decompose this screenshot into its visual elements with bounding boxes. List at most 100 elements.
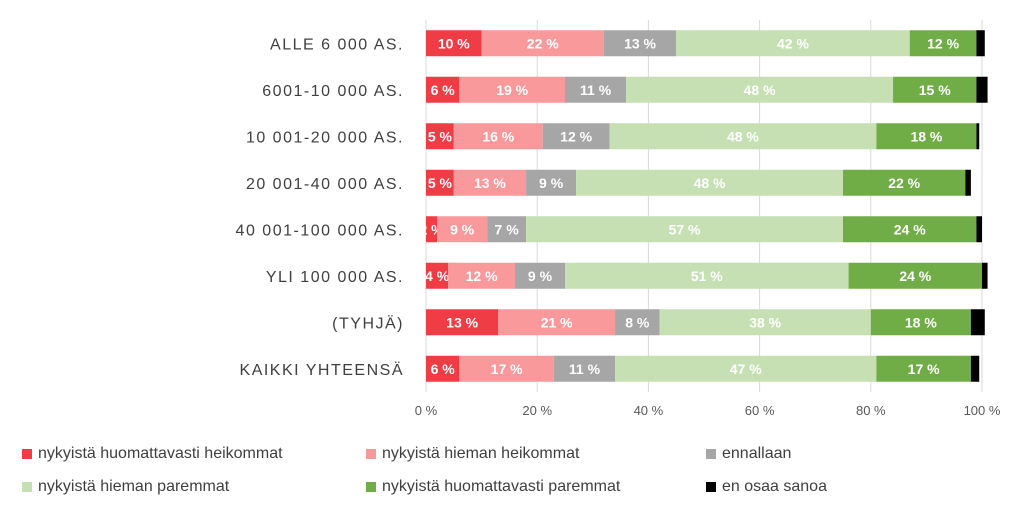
category-label: 20 001-40 000 AS.	[246, 176, 404, 193]
data-label: 5 %	[428, 175, 453, 191]
data-label: 48 %	[744, 82, 776, 98]
bar-segment	[453, 169, 527, 196]
bar-segment	[437, 216, 488, 243]
bar-segment	[526, 169, 577, 196]
bar-segment	[615, 355, 877, 382]
bar-segment	[970, 355, 980, 382]
legend-item: en osaa sanoa	[706, 476, 827, 498]
category-label: YLI 100 000 AS.	[266, 269, 404, 286]
data-label: 9 %	[539, 175, 564, 191]
data-label: 10 %	[438, 35, 470, 51]
data-label: 6 %	[431, 361, 456, 377]
data-label: 22 %	[527, 35, 559, 51]
x-tick-label: 0 %	[415, 403, 438, 418]
bar-segment	[498, 309, 616, 336]
bar-segment	[982, 262, 988, 289]
legend: nykyistä huomattavasti heikommat nykyistä…	[0, 440, 1023, 510]
bar-segment	[426, 169, 454, 196]
bar-segment	[970, 309, 985, 336]
bars: 10 % 22 % 13 % 42 % 12 % 6 % 19 % 11 % 48 % 15 % 5…	[419, 30, 988, 382]
bar-segment	[876, 355, 971, 382]
category-label: KAIKKI YHTEENSÄ	[240, 361, 404, 379]
bar-segment	[514, 262, 565, 289]
bar-segment	[426, 355, 460, 382]
legend-item: nykyistä huomattavasti heikommat	[22, 443, 283, 465]
category-label: 40 001-100 000 AS.	[236, 222, 404, 239]
category-labels: ALLE 6 000 AS. 6001-10 000 AS. 10 001-20 0…	[236, 36, 404, 379]
bar-segment	[676, 30, 910, 57]
legend-item: nykyistä hieman paremmat	[22, 476, 229, 498]
bar-segment	[609, 123, 877, 150]
gridlines	[425, 20, 983, 392]
stacked-bar-chart: 10 % 22 % 13 % 42 % 12 % 6 % 19 % 11 % 48 % 15 % 5…	[236, 20, 1001, 418]
data-label: 13 %	[624, 35, 656, 51]
data-label: 21 %	[541, 314, 573, 330]
x-tick-label: 80 %	[856, 403, 886, 418]
bar-segment	[426, 123, 454, 150]
bar-segment	[553, 355, 616, 382]
bar-segment	[426, 30, 482, 57]
bar-segment	[965, 169, 971, 196]
bar-segment	[526, 216, 843, 243]
x-tick-labels: 0 % 20 % 40 % 60 % 80 % 100 %	[415, 403, 1001, 418]
data-label: 48 %	[727, 128, 759, 144]
legend-swatch	[366, 449, 376, 459]
bar-segment	[576, 169, 843, 196]
data-label: 18 %	[910, 128, 942, 144]
legend-label: nykyistä hieman paremmat	[38, 478, 230, 495]
data-label: 15 %	[919, 82, 951, 98]
legend-swatch	[366, 482, 376, 492]
category-label: 6001-10 000 AS.	[262, 83, 404, 100]
x-tick-label: 100 %	[964, 403, 1001, 418]
bar-segment	[426, 262, 449, 289]
bar-segment	[487, 216, 527, 243]
data-label: 13 %	[446, 314, 478, 330]
data-label: 42 %	[777, 35, 809, 51]
data-label: 8 %	[625, 314, 650, 330]
legend-label: ennallaan	[722, 445, 792, 462]
bar-segment	[565, 76, 627, 103]
bar-segment	[542, 123, 610, 150]
data-label: 9 %	[528, 268, 553, 284]
data-label: 7 %	[495, 221, 520, 237]
bar-segment	[565, 262, 849, 289]
bar-segment	[659, 309, 871, 336]
legend-label: nykyistä huomattavasti heikommat	[38, 445, 283, 462]
category-label: ALLE 6 000 AS.	[270, 36, 404, 53]
data-label: 51 %	[691, 268, 723, 284]
bar-segment	[453, 123, 543, 150]
x-tick-label: 20 %	[522, 403, 552, 418]
legend-item: nykyistä huomattavasti paremmat	[366, 476, 620, 498]
data-label: 4 %	[425, 268, 450, 284]
data-label: 38 %	[749, 314, 781, 330]
data-label: 17 %	[491, 361, 523, 377]
data-label: 18 %	[905, 314, 937, 330]
legend-label: nykyistä huomattavasti paremmat	[382, 478, 621, 495]
data-label: 11 %	[569, 361, 601, 377]
data-label: 12 %	[466, 268, 498, 284]
bar-segment	[893, 76, 977, 103]
bar-segment	[426, 76, 460, 103]
data-label: 17 %	[908, 361, 940, 377]
legend-label: en osaa sanoa	[722, 478, 827, 495]
data-label: 47 %	[730, 361, 762, 377]
legend-swatch	[22, 449, 32, 459]
data-label: 5 %	[428, 128, 453, 144]
bar-segment	[976, 76, 988, 103]
bar-segment	[448, 262, 515, 289]
bar-segment	[459, 76, 565, 103]
data-label: 24 %	[899, 268, 931, 284]
data-label: 19 %	[496, 82, 528, 98]
legend-label: nykyistä hieman heikommat	[382, 445, 580, 462]
bar-segment	[603, 30, 677, 57]
bar-segment	[870, 309, 971, 336]
legend-item: nykyistä hieman heikommat	[366, 443, 579, 465]
data-label: 13 %	[474, 175, 506, 191]
data-label: 6 %	[431, 82, 456, 98]
bar-segment	[481, 30, 604, 57]
bar-segment	[976, 216, 982, 243]
category-label: (TYHJÄ)	[332, 314, 404, 332]
bar-segment	[843, 216, 977, 243]
data-label: 12 %	[927, 35, 959, 51]
bar-segment	[426, 216, 438, 243]
